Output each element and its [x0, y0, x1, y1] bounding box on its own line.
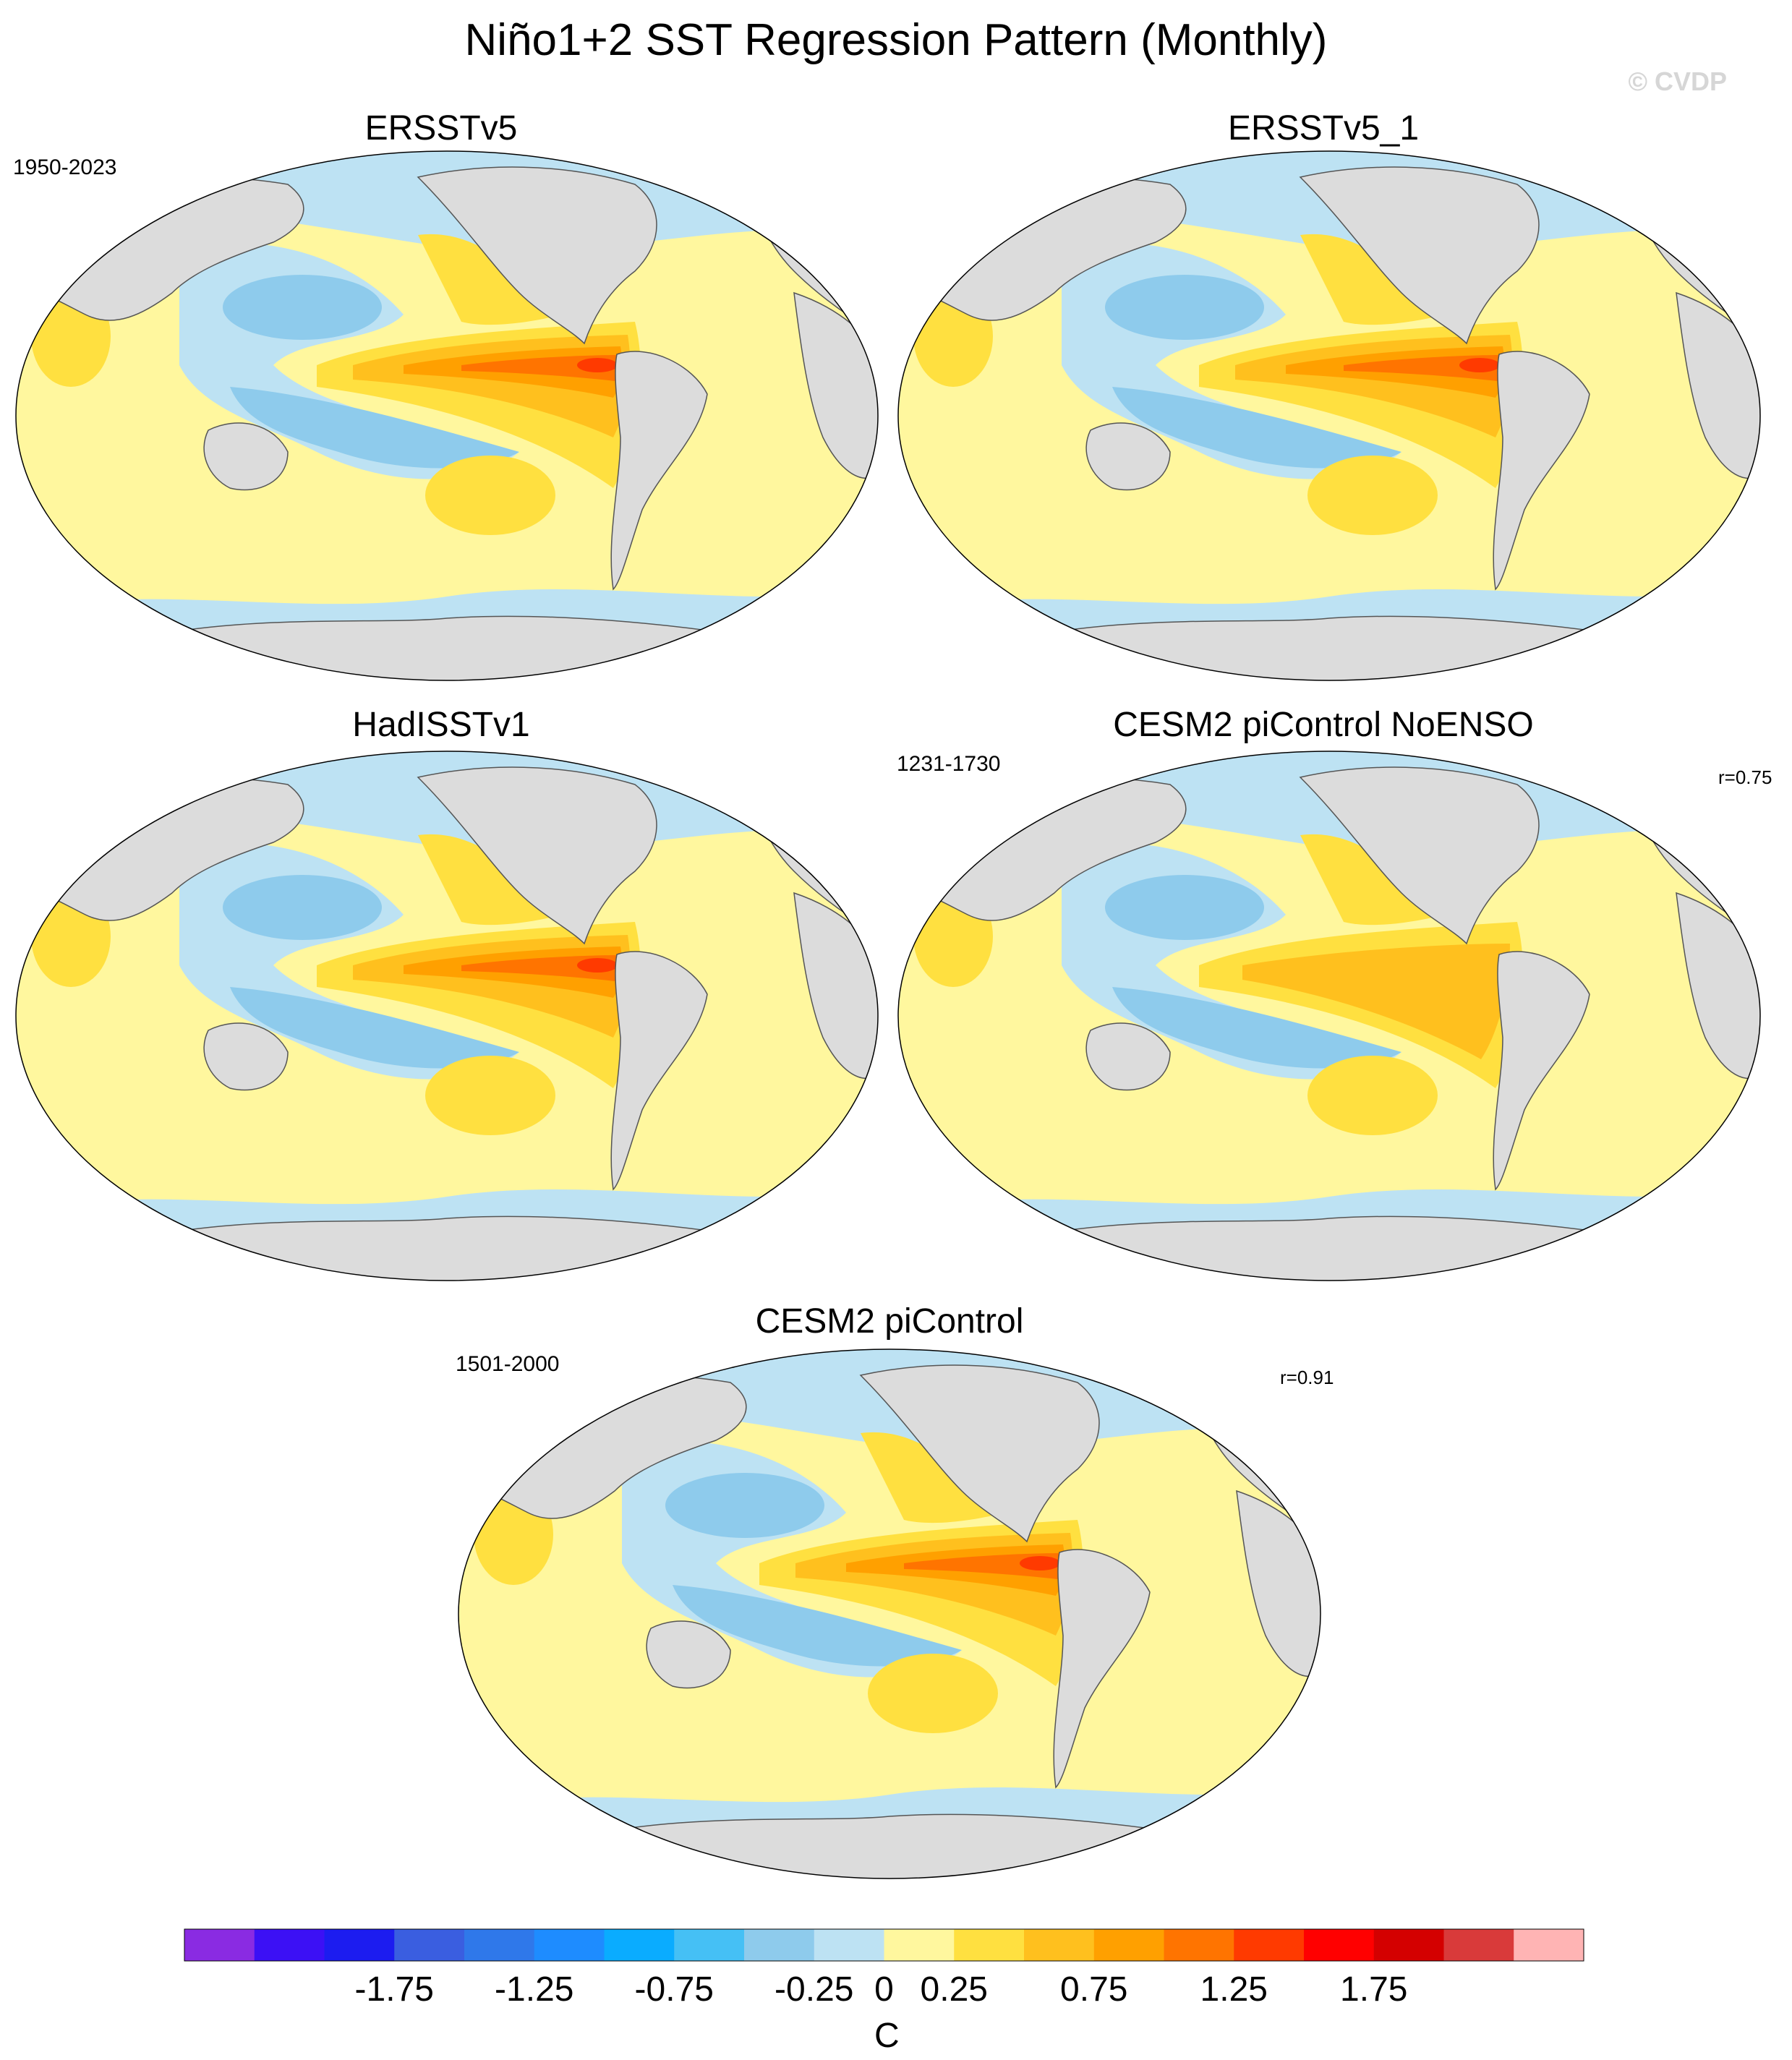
panel-title-5: CESM2 piControl [755, 1302, 1024, 1341]
colorbar-swatch [394, 1929, 465, 1961]
colorbar-tick-label: -0.75 [634, 1970, 714, 2009]
map-panel-3 [15, 751, 879, 1281]
colorbar-swatch [674, 1929, 745, 1961]
colorbar-swatch [254, 1929, 325, 1961]
colorbar-swatch [1514, 1929, 1584, 1961]
panel-title-3: HadISSTv1 [352, 706, 530, 744]
colorbar-tick-label: -0.25 [775, 1970, 854, 2009]
colorbar-swatch [1304, 1929, 1375, 1961]
colorbar-swatch [534, 1929, 605, 1961]
colorbar-tick-label: 1.25 [1200, 1970, 1268, 2009]
figure-title: Niño1+2 SST Regression Pattern (Monthly) [464, 15, 1328, 65]
panel-title-1: ERSSTv5 [364, 109, 518, 148]
colorbar-swatch [324, 1929, 395, 1961]
map-panel-1 [15, 150, 879, 681]
panel-period-5: 1501-2000 [456, 1352, 560, 1376]
panel-title-4: CESM2 piControl NoENSO [1113, 706, 1534, 744]
colorbar-swatch [814, 1929, 884, 1961]
colorbar-units: C [874, 2017, 900, 2055]
map-panel-2 [897, 150, 1761, 681]
colorbar-swatch [1164, 1929, 1234, 1961]
colorbar-swatch [464, 1929, 535, 1961]
panel-corr-5: r=0.91 [1280, 1367, 1334, 1388]
colorbar-tick-label: -1.75 [354, 1970, 434, 2009]
copyright-watermark: © CVDP [1628, 67, 1727, 96]
colorbar-swatch [744, 1929, 815, 1961]
map-panel-5 [458, 1349, 1321, 1879]
colorbar-swatch [1024, 1929, 1095, 1961]
panel-period-4: 1231-1730 [897, 752, 1001, 776]
colorbar-swatch [954, 1929, 1025, 1961]
colorbar-swatch [884, 1929, 955, 1961]
colorbar-tick-label: -1.25 [495, 1970, 574, 2009]
colorbar-swatch [1443, 1929, 1514, 1961]
panel-period-1: 1950-2023 [13, 155, 117, 179]
colorbar-tick-label: 1.75 [1340, 1970, 1408, 2009]
colorbar-tick-label: 0.25 [920, 1970, 988, 2009]
map-content [16, 151, 878, 680]
colorbar-swatch [1234, 1929, 1305, 1961]
colorbar-tick-label: 0.75 [1060, 1970, 1128, 2009]
panel-corr-4: r=0.75 [1718, 766, 1772, 788]
panel-title-2: ERSSTv5_1 [1227, 109, 1420, 148]
colorbar-swatch [604, 1929, 675, 1961]
map-panel-4 [897, 751, 1761, 1281]
colorbar-swatch [1373, 1929, 1444, 1961]
colorbar-swatch [184, 1929, 255, 1961]
colorbar-tick-label: 0 [874, 1970, 894, 2009]
colorbar-swatch [1093, 1929, 1164, 1961]
